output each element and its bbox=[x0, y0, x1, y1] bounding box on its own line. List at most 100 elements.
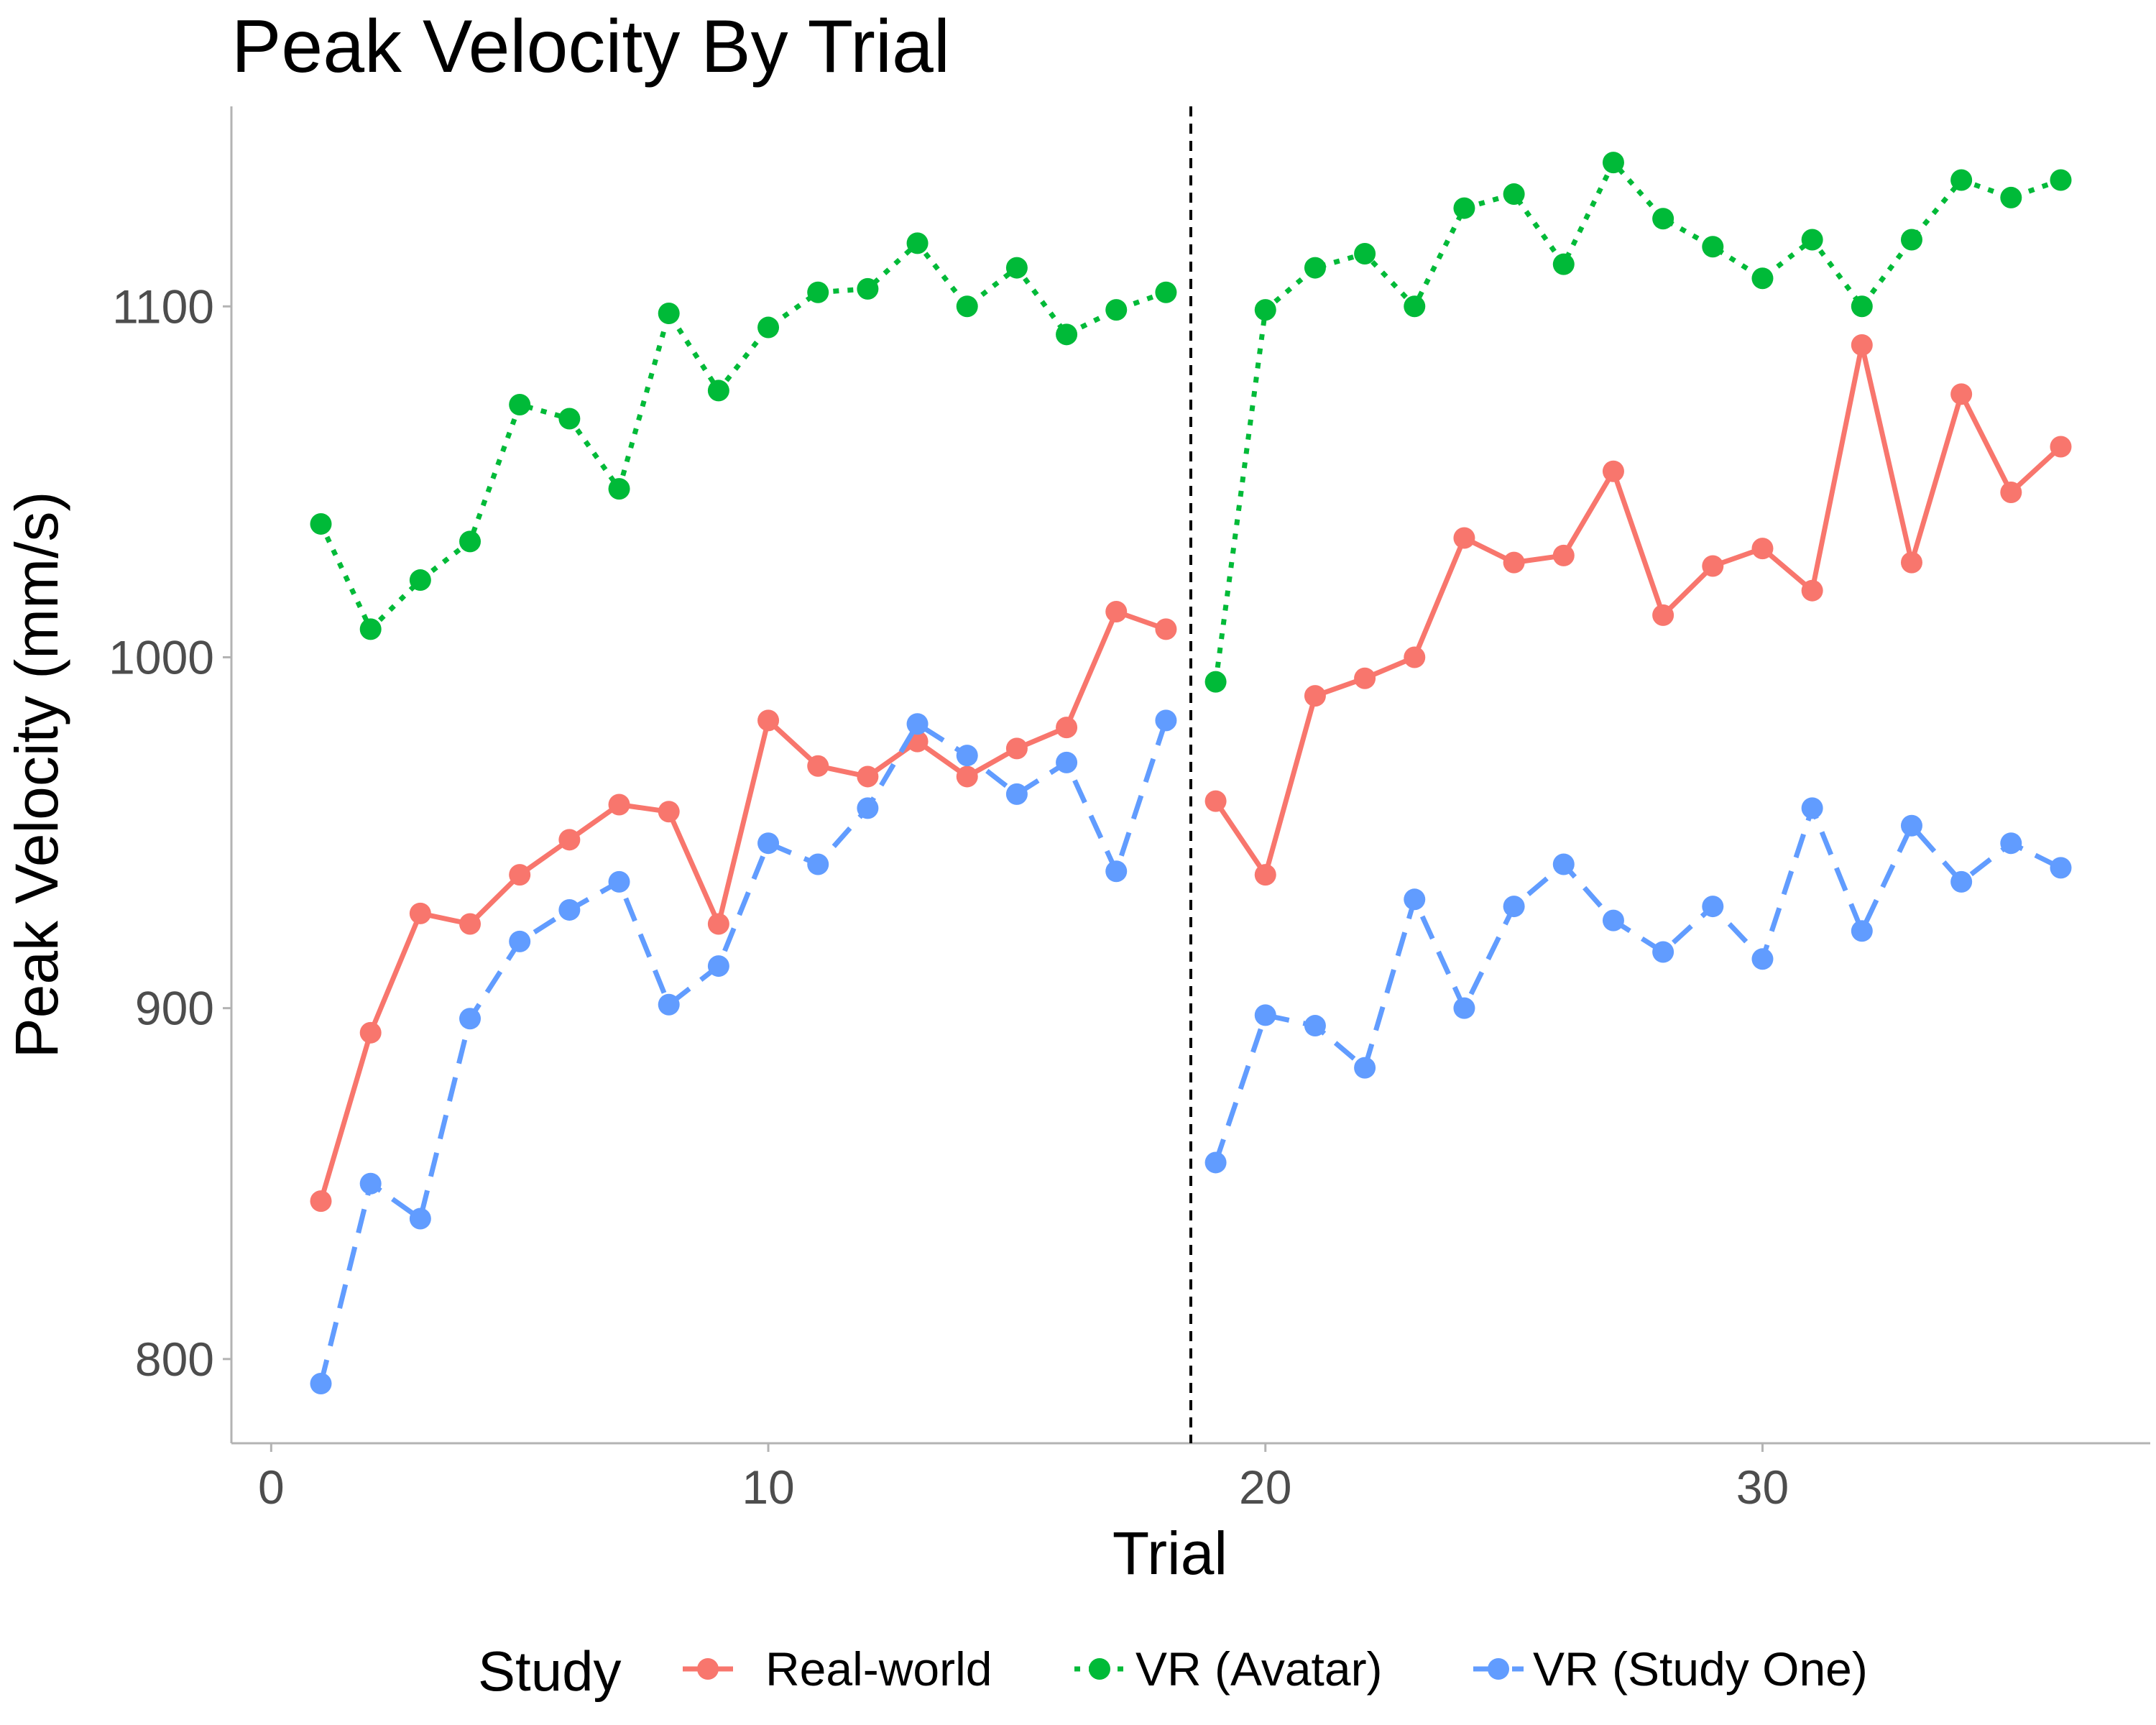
data-point bbox=[1652, 604, 1674, 626]
data-point bbox=[2050, 436, 2072, 458]
data-point bbox=[857, 277, 879, 300]
data-point bbox=[1801, 797, 1823, 819]
data-point bbox=[1005, 257, 1028, 279]
data-point bbox=[1751, 267, 1774, 290]
data-point bbox=[757, 316, 780, 339]
data-point bbox=[310, 1190, 332, 1213]
data-point bbox=[608, 870, 630, 893]
data-point bbox=[956, 765, 978, 788]
data-point bbox=[509, 864, 531, 886]
data-point bbox=[757, 832, 780, 855]
data-point bbox=[1354, 667, 1376, 689]
data-point bbox=[658, 993, 680, 1016]
data-point bbox=[1950, 870, 1973, 893]
data-point bbox=[509, 930, 531, 952]
chart-title: Peak Velocity By Trial bbox=[231, 5, 950, 88]
series-line bbox=[1213, 342, 2063, 878]
data-point bbox=[1503, 551, 1525, 574]
data-point bbox=[459, 1008, 482, 1030]
data-point bbox=[807, 281, 829, 303]
data-point bbox=[459, 913, 482, 935]
data-point bbox=[2000, 186, 2022, 208]
data-point bbox=[1354, 243, 1376, 265]
data-point bbox=[1552, 253, 1575, 275]
x-tick-label: 30 bbox=[1736, 1460, 1789, 1514]
series-line bbox=[318, 240, 1167, 632]
y-tick-label: 1100 bbox=[112, 280, 214, 333]
data-point bbox=[1702, 236, 1724, 258]
data-point bbox=[1005, 783, 1028, 805]
data-point bbox=[1552, 544, 1575, 566]
data-point bbox=[857, 797, 879, 819]
data-point bbox=[2000, 482, 2022, 504]
x-ticks: 0 10 20 30 bbox=[258, 1443, 1789, 1514]
data-point bbox=[310, 512, 332, 535]
data-point bbox=[1056, 323, 1078, 346]
data-point bbox=[1453, 197, 1475, 219]
data-point bbox=[1602, 152, 1624, 174]
data-point bbox=[906, 232, 929, 254]
data-point bbox=[2000, 832, 2022, 855]
x-tick-label: 0 bbox=[258, 1460, 285, 1514]
data-point bbox=[1404, 646, 1426, 668]
data-point bbox=[310, 1373, 332, 1395]
data-point bbox=[558, 408, 581, 430]
data-point bbox=[1652, 941, 1674, 963]
data-point bbox=[1254, 299, 1276, 321]
data-point bbox=[409, 1208, 431, 1230]
data-point bbox=[1056, 751, 1078, 773]
y-axis-title: Peak Velocity (mm/s) bbox=[3, 492, 70, 1059]
data-point bbox=[707, 955, 729, 978]
data-point bbox=[857, 765, 879, 788]
data-point bbox=[1105, 299, 1128, 321]
series-line bbox=[1213, 805, 2063, 1164]
data-point bbox=[1105, 860, 1128, 883]
data-point bbox=[1155, 618, 1177, 640]
data-point bbox=[1404, 295, 1426, 318]
data-point bbox=[1801, 579, 1823, 602]
series-vr-study-one bbox=[310, 709, 2072, 1395]
x-tick-label: 10 bbox=[742, 1460, 794, 1514]
series-layer bbox=[310, 152, 2072, 1395]
data-point bbox=[807, 755, 829, 777]
data-point bbox=[1304, 685, 1326, 707]
data-point bbox=[1155, 281, 1177, 303]
legend-key-point bbox=[1089, 1658, 1110, 1680]
data-point bbox=[807, 853, 829, 875]
legend-label: VR (Study One) bbox=[1533, 1642, 1868, 1696]
data-point bbox=[1702, 555, 1724, 577]
data-point bbox=[1453, 527, 1475, 549]
data-point bbox=[1950, 169, 1973, 191]
legend-label: Real-world bbox=[765, 1642, 992, 1696]
data-point bbox=[1900, 229, 1922, 251]
data-point bbox=[1453, 997, 1475, 1019]
legend-key-point bbox=[1488, 1658, 1509, 1680]
data-point bbox=[1155, 709, 1177, 732]
data-point bbox=[409, 902, 431, 924]
data-point bbox=[956, 745, 978, 767]
data-point bbox=[658, 801, 680, 823]
data-point bbox=[1851, 334, 1873, 356]
x-tick-label: 20 bbox=[1239, 1460, 1291, 1514]
data-point bbox=[1751, 538, 1774, 560]
y-tick-label: 1000 bbox=[109, 630, 214, 684]
data-point bbox=[906, 713, 929, 735]
data-point bbox=[1204, 1151, 1227, 1174]
data-point bbox=[1056, 717, 1078, 739]
series-vr-avatar bbox=[310, 152, 2072, 693]
data-point bbox=[707, 913, 729, 935]
data-point bbox=[1304, 257, 1326, 279]
data-point bbox=[1602, 460, 1624, 482]
data-point bbox=[1801, 229, 1823, 251]
data-point bbox=[359, 1172, 382, 1195]
data-point bbox=[1204, 790, 1227, 812]
data-point bbox=[1900, 551, 1922, 574]
data-point bbox=[1404, 888, 1426, 911]
data-point bbox=[558, 829, 581, 851]
data-point bbox=[1105, 600, 1128, 622]
data-point bbox=[1851, 295, 1873, 318]
data-point bbox=[1503, 896, 1525, 918]
data-point bbox=[1503, 183, 1525, 206]
data-point bbox=[1354, 1057, 1376, 1079]
